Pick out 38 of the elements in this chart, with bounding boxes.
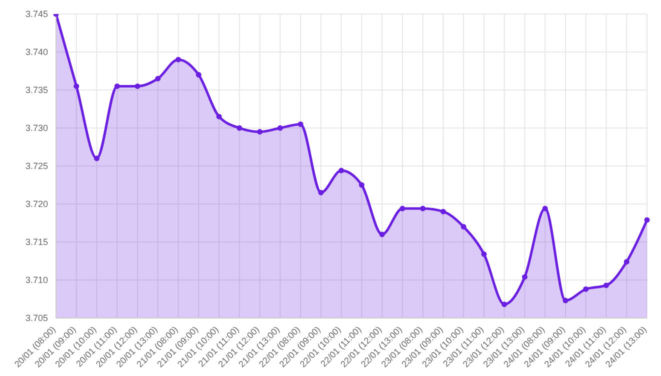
point <box>542 206 548 212</box>
point <box>562 298 568 304</box>
y-tick-label: 3.725 <box>25 161 48 172</box>
y-tick-label: 3.735 <box>25 85 48 96</box>
point <box>196 72 202 78</box>
point <box>257 129 263 135</box>
point <box>440 208 446 214</box>
point <box>379 232 385 238</box>
point <box>603 282 609 288</box>
point <box>298 121 304 127</box>
point <box>74 83 80 89</box>
y-tick-label: 3.715 <box>25 237 48 248</box>
y-tick-label: 3.705 <box>25 313 48 324</box>
point <box>420 206 426 212</box>
y-tick-label: 3.740 <box>25 47 48 58</box>
point <box>114 83 120 89</box>
point <box>358 182 364 188</box>
point <box>318 190 324 196</box>
point <box>277 125 283 131</box>
point <box>644 217 650 223</box>
y-tick-label: 3.720 <box>25 199 48 210</box>
point <box>502 302 508 308</box>
y-tick-label: 3.745 <box>25 9 48 20</box>
point <box>583 286 589 292</box>
point <box>134 83 140 89</box>
point <box>481 251 487 257</box>
point <box>176 56 182 62</box>
point <box>236 125 242 131</box>
point <box>624 259 630 265</box>
point <box>522 274 528 280</box>
point <box>338 168 344 174</box>
point <box>155 76 161 82</box>
point <box>460 224 466 230</box>
point <box>216 114 222 120</box>
y-tick-label: 3.730 <box>25 123 48 134</box>
point <box>94 156 100 162</box>
point <box>400 206 406 212</box>
y-tick-label: 3.710 <box>25 275 48 286</box>
